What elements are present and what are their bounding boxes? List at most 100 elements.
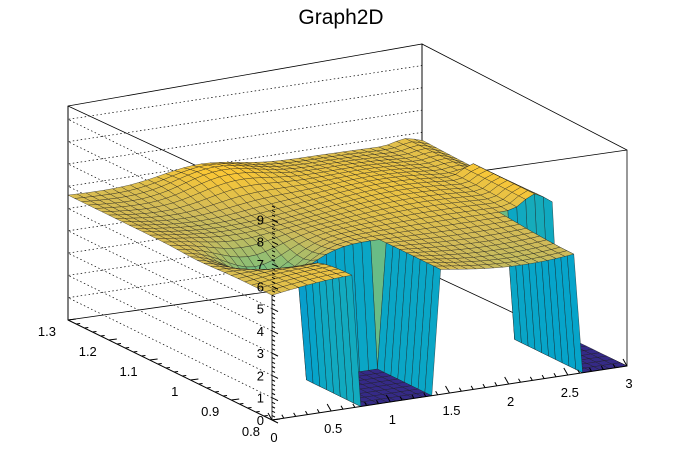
z-minor-tick: [271, 276, 276, 280]
x-minor-tick: [458, 387, 462, 392]
x-minor-tick: [612, 364, 616, 369]
z-minor-tick: [271, 232, 276, 235]
z-tick-mark: [271, 308, 279, 312]
z-minor-tick: [271, 325, 276, 329]
x-tick-mark: [267, 412, 273, 421]
z-minor-tick: [271, 210, 276, 213]
z-minor-tick: [271, 236, 276, 240]
y-tick-label: 1.1: [120, 364, 138, 379]
y-minor-tick: [84, 327, 89, 329]
x-minor-tick: [529, 376, 533, 381]
y-minor-tick: [198, 383, 203, 385]
z-minor-tick: [271, 388, 276, 391]
y-minor-tick: [239, 403, 244, 405]
surface-cell: [264, 289, 282, 296]
z-tick-mark: [271, 374, 279, 379]
z-tick-label: 7: [257, 257, 264, 272]
z-tick-label: 4: [257, 324, 264, 339]
z-minor-tick: [271, 272, 276, 275]
z-minor-tick: [271, 415, 276, 418]
x-minor-tick: [541, 374, 545, 379]
z-tick-label: 2: [257, 368, 264, 383]
z-minor-tick: [271, 294, 276, 298]
y-tick-mark: [190, 378, 199, 381]
x-minor-tick: [518, 378, 521, 383]
z-tick-mark: [271, 352, 279, 357]
y-minor-tick: [182, 375, 187, 377]
z-minor-tick: [271, 205, 276, 208]
x-tick-label: 0.5: [324, 421, 342, 436]
z-tick-mark: [271, 241, 279, 246]
y-minor-tick: [92, 331, 97, 333]
x-minor-tick: [399, 396, 403, 401]
y-minor-tick: [125, 347, 130, 349]
z-tick-label: 6: [257, 279, 264, 294]
y-minor-tick: [116, 343, 122, 345]
y-minor-tick: [214, 391, 219, 393]
x-tick-mark: [445, 385, 450, 394]
x-tick-mark: [326, 403, 332, 412]
y-tick-mark: [67, 318, 77, 321]
y-tick-label: 1.2: [79, 344, 97, 359]
z-minor-tick: [271, 379, 276, 382]
y-minor-tick: [76, 323, 81, 325]
z-minor-tick: [271, 348, 276, 351]
x-minor-tick: [482, 383, 486, 388]
y-minor-tick: [247, 407, 252, 409]
z-minor-tick: [271, 312, 276, 315]
z-minor-tick: [271, 267, 276, 271]
z-tick-mark: [271, 397, 279, 402]
z-minor-tick: [271, 227, 276, 231]
z-tick-label: 8: [257, 235, 264, 250]
y-tick-mark: [231, 398, 240, 401]
x-minor-tick: [376, 400, 379, 405]
z-tick-label: 1: [257, 391, 264, 406]
x-minor-tick: [340, 405, 344, 410]
y-minor-tick: [100, 335, 105, 337]
x-tick-mark: [504, 376, 510, 385]
z-minor-tick: [271, 343, 276, 347]
x-minor-tick: [352, 403, 356, 408]
y-axis-ticks: 0.8 0.9 1 1.1 1.2 1.3: [38, 318, 281, 439]
z-minor-tick: [271, 401, 276, 405]
y-minor-tick: [157, 363, 162, 365]
y-tick-label: 0.9: [201, 404, 219, 419]
x-minor-tick: [470, 385, 474, 390]
x-minor-tick: [494, 382, 498, 387]
z-minor-tick: [271, 370, 276, 373]
z-minor-tick: [271, 339, 276, 342]
z-minor-tick: [271, 259, 276, 262]
z-tick-label: 3: [257, 346, 264, 361]
surface-mesh: [67, 138, 628, 407]
z-axis-ticks: 0 1 2 3 4 5 6 7 8 9: [257, 205, 279, 428]
z-tick-mark: [271, 330, 279, 335]
y-tick-label: 0.8: [242, 424, 260, 439]
z-minor-tick: [271, 357, 276, 360]
y-axis-line: [67, 319, 273, 421]
x-minor-tick: [316, 409, 320, 414]
chart-title: Graph2D: [298, 6, 383, 29]
z-minor-tick: [271, 410, 276, 414]
x-minor-tick: [553, 373, 557, 378]
y-tick-label: 1.3: [38, 324, 56, 339]
x-minor-tick: [364, 401, 368, 406]
x-minor-tick: [293, 412, 297, 417]
x-tick-label: 1: [389, 412, 396, 427]
x-minor-tick: [600, 365, 604, 370]
y-minor-tick: [255, 411, 260, 413]
z-tick-mark: [271, 285, 279, 290]
z-minor-tick: [271, 214, 276, 217]
z-minor-tick: [271, 392, 276, 396]
z-minor-tick: [271, 250, 276, 253]
x-tick-mark: [385, 394, 391, 403]
z-minor-tick: [271, 223, 276, 226]
z-tick-label: 0: [257, 413, 264, 428]
y-tick-mark: [149, 358, 158, 361]
x-tick-mark: [563, 367, 569, 376]
z-minor-tick: [271, 303, 276, 307]
x-tick-label: 0: [270, 430, 277, 445]
y-tick-mark: [271, 418, 281, 421]
y-minor-tick: [141, 355, 146, 357]
y-minor-tick: [206, 387, 211, 389]
